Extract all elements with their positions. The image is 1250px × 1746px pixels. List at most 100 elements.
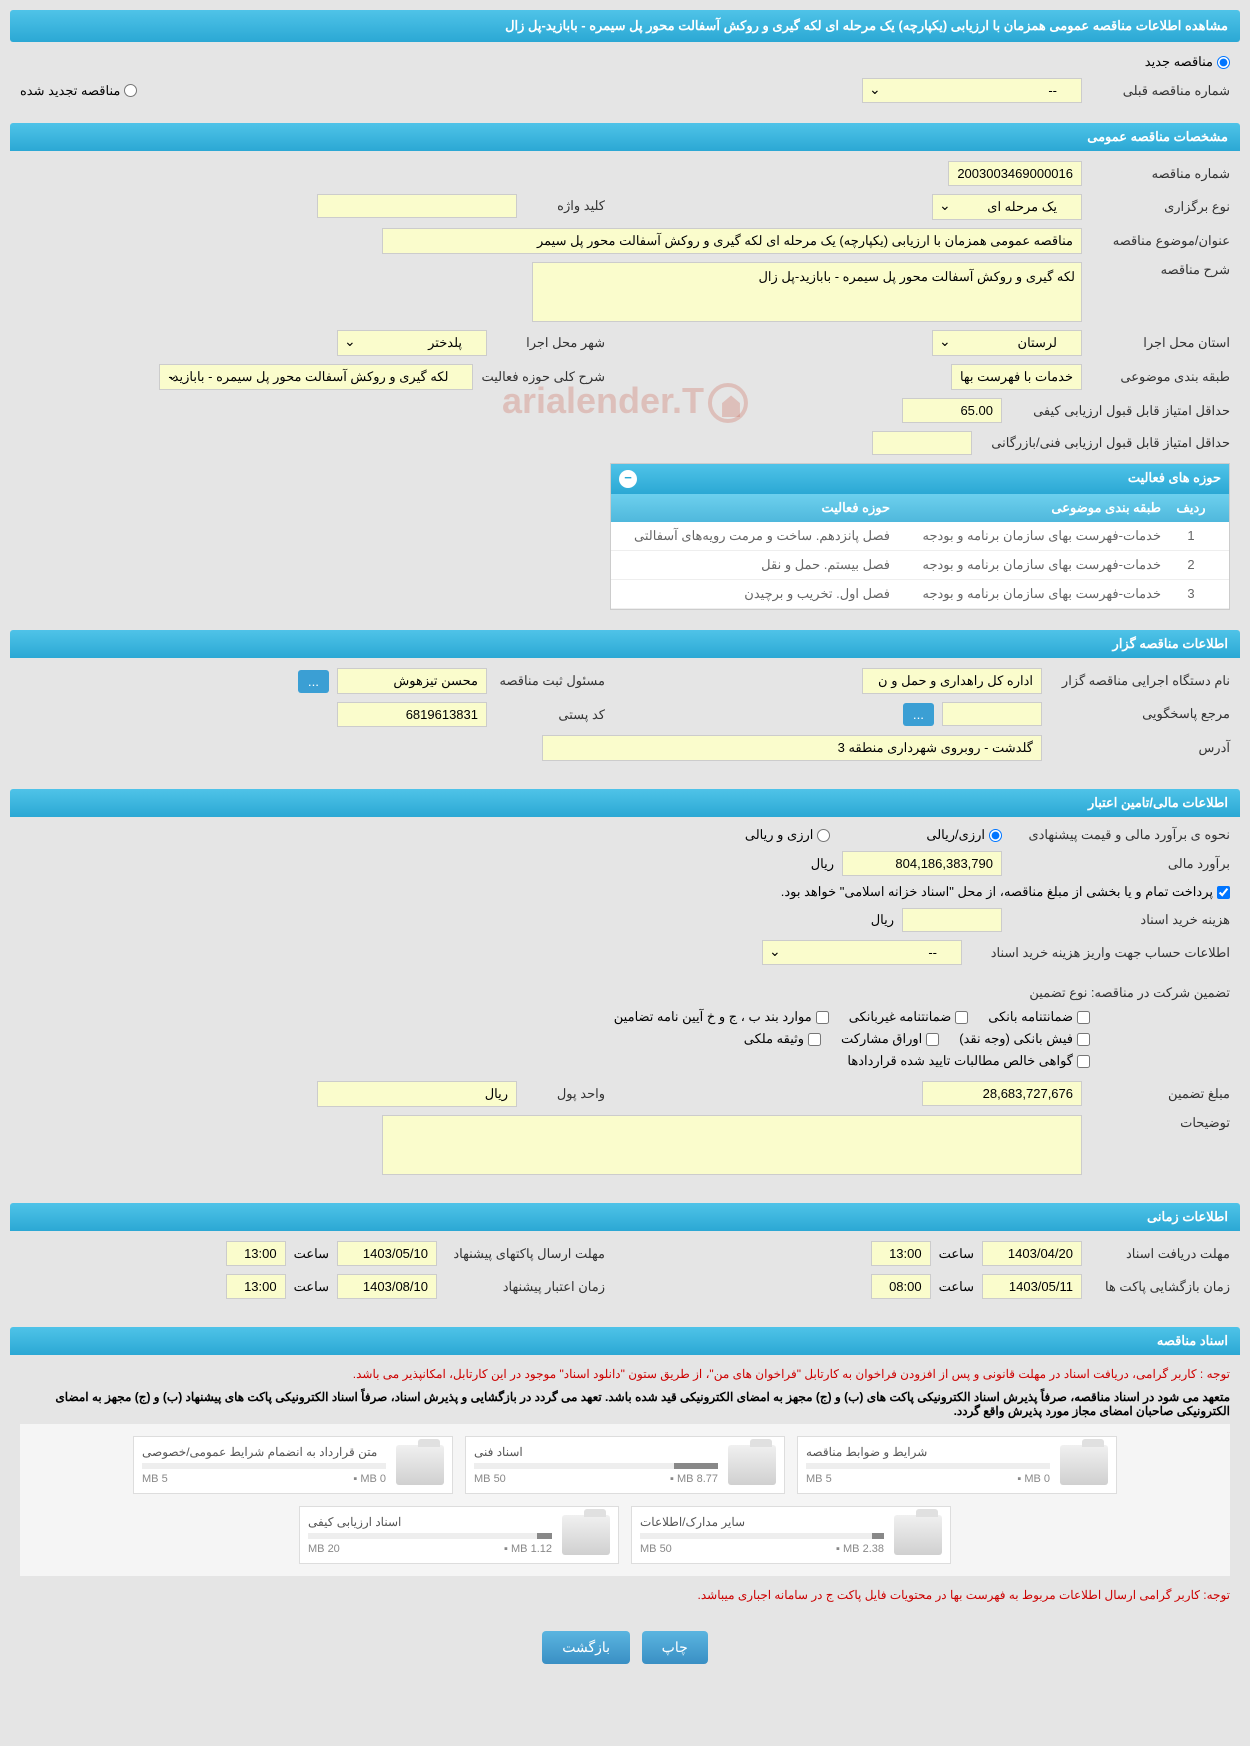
prev-number-label: شماره مناقصه قبلی (1090, 83, 1230, 99)
purchase-cost-label: هزینه خرید اسناد (1010, 912, 1230, 928)
submit-date: 1403/05/10 (337, 1241, 437, 1266)
doc-note-2: متعهد می شود در اسناد مناقصه، صرفاً پذیر… (20, 1390, 1230, 1418)
province-label: استان محل اجرا (1090, 335, 1230, 351)
doc-card[interactable]: اسناد فنی8.77 MB ▪50 MB (465, 1436, 785, 1494)
doc-card[interactable]: سایر مدارک/اطلاعات2.38 MB ▪50 MB (631, 1506, 951, 1564)
org-label: نام دستگاه اجرایی مناقصه گزار (1050, 673, 1230, 689)
address-label: آدرس (1050, 740, 1230, 756)
cb-property[interactable]: وثیقه ملکی (744, 1031, 821, 1047)
address-value: گلدشت - روبروی شهرداری منطقه 3 (542, 735, 1042, 761)
contact-label: مرجع پاسخگویی (1050, 706, 1230, 722)
timing-section: مهلت دریافت اسناد 1403/04/20 ساعت 13:00 … (10, 1231, 1240, 1317)
title-label: عنوان/موضوع مناقصه (1090, 233, 1230, 249)
min-tech-value (872, 431, 972, 455)
keyword-value[interactable] (317, 194, 517, 218)
reg-value: محسن تیزهوش (337, 668, 487, 694)
open-date: 1403/05/11 (982, 1274, 1082, 1299)
type-label: نوع برگزاری (1090, 199, 1230, 215)
rial-unit-2: ريال (871, 912, 894, 928)
general-section: شماره مناقصه 2003003469000016 نوع برگزار… (10, 151, 1240, 620)
account-label: اطلاعات حساب جهت واریز هزینه خرید اسناد (970, 945, 1230, 961)
contact-value (942, 702, 1042, 726)
purchase-cost-value (902, 908, 1002, 932)
min-qual-label: حداقل امتیاز قابل قبول ارزیابی کیفی (1010, 403, 1230, 419)
open-label: زمان بازگشایی پاکت ها (1090, 1279, 1230, 1295)
documents-section: توجه : کاربر گرامی، دریافت اسناد در مهلت… (10, 1355, 1240, 1615)
cb-bank[interactable]: ضمانتنامه بانکی (988, 1009, 1090, 1025)
validity-time: 13:00 (226, 1274, 286, 1299)
folder-icon (562, 1515, 610, 1555)
status-section: مناقصه جدید شماره مناقصه قبلی -- مناقصه … (10, 44, 1240, 113)
number-label: شماره مناقصه (1090, 166, 1230, 182)
print-button[interactable]: چاپ (642, 1631, 708, 1664)
doc-note-1: توجه : کاربر گرامی، دریافت اسناد در مهلت… (20, 1365, 1230, 1384)
guarantee-amount-label: مبلغ تضمین (1090, 1086, 1230, 1102)
scope-value[interactable]: لکه گیری و روکش آسفالت محور پل سیمره - ب… (159, 364, 473, 390)
desc-label: شرح مناقصه (1090, 262, 1230, 278)
min-qual-value: 65.00 (902, 398, 1002, 423)
rial-unit: ريال (811, 856, 834, 872)
open-time: 08:00 (871, 1274, 931, 1299)
financial-header: اطلاعات مالی/تامین اعتبار (10, 789, 1240, 817)
cb-cases[interactable]: موارد بند ب ، ج و خ آیین نامه تضامین (614, 1009, 829, 1025)
radio-rial[interactable]: ارزی/ریالی (926, 827, 1002, 843)
validity-date: 1403/08/10 (337, 1274, 437, 1299)
org-value: اداره کل راهداری و حمل و ن (862, 668, 1042, 694)
folder-icon (894, 1515, 942, 1555)
cb-cash[interactable]: فیش بانکی (وجه نقد) (959, 1031, 1090, 1047)
reg-more-button[interactable]: ... (298, 670, 329, 693)
activities-table: حوزه های فعالیت − ردیف طبقه بندی موضوعی … (610, 463, 1230, 610)
folder-icon (728, 1445, 776, 1485)
button-row: چاپ بازگشت (10, 1615, 1240, 1680)
doc-card[interactable]: شرایط و ضوابط مناقصه0 MB ▪5 MB (797, 1436, 1117, 1494)
doc-bottom-note: توجه: کاربر گرامی ارسال اطلاعات مربوط به… (20, 1586, 1230, 1605)
time-label-2: ساعت (939, 1279, 974, 1295)
table-row: 3خدمات-فهرست بهای سازمان برنامه و بودجهف… (611, 580, 1229, 609)
doc-card[interactable]: اسناد ارزیابی کیفی1.12 MB ▪20 MB (299, 1506, 619, 1564)
cb-nonbank[interactable]: ضمانتنامه غیربانکی (849, 1009, 969, 1025)
city-label: شهر محل اجرا (495, 335, 605, 351)
title-value: مناقصه عمومی همزمان با ارزیابی (یکپارچه)… (382, 228, 1082, 254)
documents-header: اسناد مناقصه (10, 1327, 1240, 1355)
time-label-3: ساعت (294, 1246, 329, 1262)
estimate-method-label: نحوه ی برآورد مالی و قیمت پیشنهادی (1010, 827, 1230, 843)
postal-label: کد پستی (495, 707, 605, 723)
prev-number-select[interactable]: -- (862, 78, 1082, 103)
city-select[interactable]: پلدختر (337, 330, 487, 356)
timing-header: اطلاعات زمانی (10, 1203, 1240, 1231)
currency-unit-value: ريال (317, 1081, 517, 1107)
radio-renewed[interactable]: مناقصه تجدید شده (20, 83, 137, 99)
table-row: 1خدمات-فهرست بهای سازمان برنامه و بودجهف… (611, 522, 1229, 551)
category-value: خدمات با فهرست بها (951, 364, 1082, 390)
account-select[interactable]: -- (762, 940, 962, 965)
page-title: مشاهده اطلاعات مناقصه عمومی همزمان با ار… (10, 10, 1240, 42)
table-row: 2خدمات-فهرست بهای سازمان برنامه و بودجهف… (611, 551, 1229, 580)
receive-label: مهلت دریافت اسناد (1090, 1246, 1230, 1262)
notes-label: توضیحات (1090, 1115, 1230, 1131)
submit-label: مهلت ارسال پاکتهای پیشنهاد (445, 1246, 605, 1262)
back-button[interactable]: بازگشت (542, 1631, 630, 1664)
guarantee-label: تضمین شرکت در مناقصه: نوع تضمین (1010, 985, 1230, 1001)
folder-icon (396, 1445, 444, 1485)
postal-value: 6819613831 (337, 702, 487, 727)
min-tech-label: حداقل امتیاز قابل قبول ارزیابی فنی/بازرگ… (980, 435, 1230, 451)
time-label-4: ساعت (294, 1279, 329, 1295)
type-select[interactable]: یک مرحله ای (932, 194, 1082, 220)
cb-securities[interactable]: اوراق مشارکت (841, 1031, 939, 1047)
cb-receivables[interactable]: گواهی خالص مطالبات تایید شده قراردادها (847, 1053, 1090, 1069)
doc-card[interactable]: متن قرارداد به انضمام شرایط عمومی/خصوصی0… (133, 1436, 453, 1494)
province-select[interactable]: لرستان (932, 330, 1082, 356)
radio-currency[interactable]: ارزی و ریالی (745, 827, 831, 843)
col-row: ردیف (1161, 500, 1221, 516)
col-category: طبقه بندی موضوعی (890, 500, 1161, 516)
treasury-checkbox[interactable]: پرداخت تمام و یا بخشی از مبلغ مناقصه، از… (781, 884, 1230, 900)
estimate-value: 804,186,383,790 (842, 851, 1002, 876)
currency-unit-label: واحد پول (525, 1086, 605, 1102)
radio-new[interactable]: مناقصه جدید (1145, 54, 1230, 70)
receive-time: 13:00 (871, 1241, 931, 1266)
contact-more-button[interactable]: ... (903, 703, 934, 726)
notes-value (382, 1115, 1082, 1175)
scope-label: شرح کلی حوزه فعالیت (481, 369, 605, 385)
collapse-icon[interactable]: − (619, 470, 637, 488)
category-label: طبقه بندی موضوعی (1090, 369, 1230, 385)
